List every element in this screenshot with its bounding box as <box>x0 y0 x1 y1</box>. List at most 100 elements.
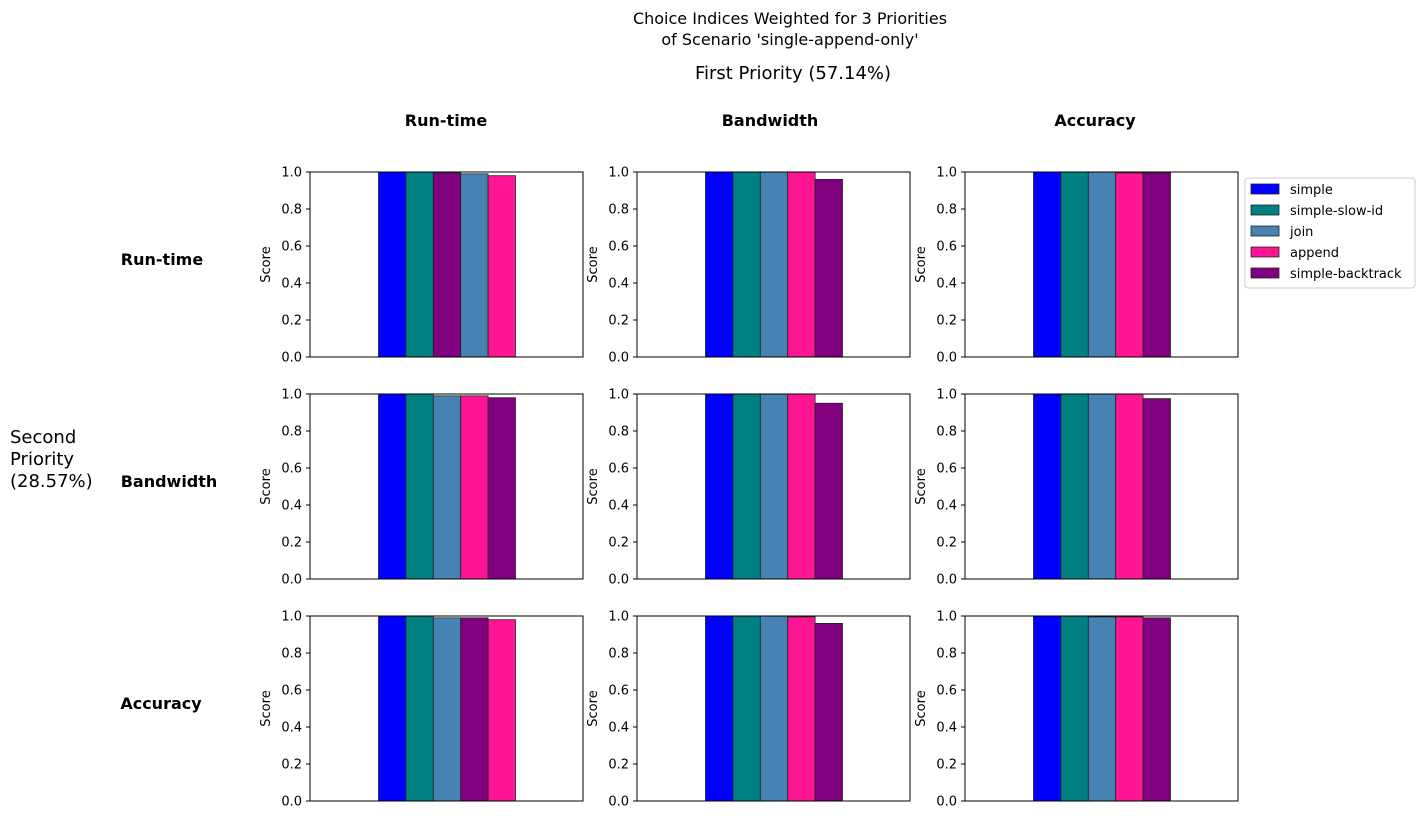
y-tick-label: 0.8 <box>608 647 629 662</box>
legend-item-append: append <box>1250 246 1339 261</box>
bar-simple-slow-id <box>405 393 434 580</box>
y-tick-label: 0.2 <box>936 536 957 551</box>
y-tick-label: 0.6 <box>608 240 629 255</box>
bar-simple <box>378 171 407 358</box>
y-axis-label: Score <box>259 246 274 282</box>
bar-join <box>432 617 462 802</box>
y-tick-label: 1.0 <box>936 166 957 181</box>
y-tick-label: 0.6 <box>281 240 302 255</box>
figure-title-line2: of Scenario 'single-append-only' <box>661 30 918 49</box>
y-axis-label: Score <box>586 690 601 726</box>
subplot-run-time-bandwidth: 0.0 0.2 0.4 0.6 0.8 1.0 Score <box>586 166 911 366</box>
column-header-bandwidth: Bandwidth <box>722 111 819 130</box>
y-tick-label: 0.6 <box>608 684 629 699</box>
subplot-run-time-accuracy: 0.0 0.2 0.4 0.6 0.8 1.0 Score <box>914 166 1239 366</box>
y-tick-label: 0.0 <box>608 351 629 366</box>
row-header-accuracy: Accuracy <box>120 694 202 713</box>
bar-simple-backtrack <box>814 178 843 358</box>
bar-append <box>487 175 516 358</box>
legend-item-join: join <box>1250 225 1313 240</box>
y-tick-label: 0.2 <box>936 314 957 329</box>
y-tick-label: 0.8 <box>936 425 957 440</box>
y-tick-label: 1.0 <box>281 610 302 625</box>
y-axis-label: Score <box>586 246 601 282</box>
y-tick-label: 0.2 <box>608 758 629 773</box>
subplot-accuracy-run-time: 0.0 0.2 0.4 0.6 0.8 1.0 Score <box>259 610 584 810</box>
y-tick-label: 0.6 <box>936 684 957 699</box>
bar-append <box>487 619 516 802</box>
legend-swatch <box>1250 204 1280 216</box>
y-tick-label: 0.2 <box>608 536 629 551</box>
bar-simple <box>1033 393 1062 580</box>
bar-join <box>759 171 789 358</box>
y-tick-label: 0.4 <box>936 721 957 736</box>
y-tick-label: 1.0 <box>281 388 302 403</box>
y-tick-label: 0.8 <box>936 647 957 662</box>
y-tick-label: 0.0 <box>281 795 302 810</box>
legend-label: simple <box>1290 183 1333 198</box>
bar-append <box>1115 616 1144 802</box>
bar-simple <box>1033 171 1062 358</box>
y-tick-label: 0.4 <box>608 277 629 292</box>
bar-simple-backtrack <box>1142 398 1171 580</box>
y-tick-label: 0.2 <box>281 536 302 551</box>
bar-simple-backtrack <box>460 617 489 802</box>
legend-box <box>1244 177 1416 289</box>
legend-swatch <box>1250 225 1280 237</box>
bar-append <box>460 395 489 580</box>
axes-frame <box>964 615 1239 802</box>
y-tick-label: 0.2 <box>936 758 957 773</box>
first-priority-label: First Priority (57.14%) <box>695 63 891 84</box>
bar-simple-slow-id <box>732 171 761 358</box>
y-tick-label: 0.2 <box>608 314 629 329</box>
y-tick-label: 0.4 <box>281 499 302 514</box>
bar-simple-slow-id <box>1060 615 1089 802</box>
y-tick-label: 0.0 <box>281 351 302 366</box>
y-tick-label: 0.2 <box>281 314 302 329</box>
column-header-run-time: Run-time <box>405 111 488 130</box>
y-tick-label: 1.0 <box>608 610 629 625</box>
y-tick-label: 0.0 <box>936 573 957 588</box>
y-tick-label: 0.4 <box>281 721 302 736</box>
bar-simple <box>705 171 734 358</box>
y-tick-label: 0.4 <box>281 277 302 292</box>
y-axis-label: Score <box>914 468 929 504</box>
subplot-run-time-run-time: 0.0 0.2 0.4 0.6 0.8 1.0 Score <box>259 166 584 366</box>
y-tick-label: 0.4 <box>936 277 957 292</box>
y-tick-label: 0.6 <box>281 684 302 699</box>
axes-frame <box>309 615 584 802</box>
y-tick-label: 0.8 <box>608 203 629 218</box>
bar-append <box>1115 393 1144 580</box>
bar-simple-backtrack <box>1142 172 1171 358</box>
y-axis-label: Score <box>586 468 601 504</box>
y-tick-label: 0.6 <box>936 240 957 255</box>
bar-join <box>759 393 789 580</box>
y-axis-label: Score <box>914 690 929 726</box>
axes-frame <box>309 393 584 580</box>
subplot-grid: 0.0 0.2 0.4 0.6 0.8 1.0 Score 0.0 0.2 0.4 0.6 0.8 1.… <box>259 166 1239 810</box>
legend-label: simple-slow-id <box>1290 204 1383 219</box>
y-tick-label: 0.8 <box>936 203 957 218</box>
bar-append <box>787 616 816 802</box>
y-tick-label: 0.8 <box>281 203 302 218</box>
second-priority-line2: Priority <box>10 449 74 470</box>
y-tick-label: 0.8 <box>281 425 302 440</box>
bar-simple-backtrack <box>432 172 462 358</box>
legend-swatch <box>1250 246 1280 258</box>
axes-frame <box>964 393 1239 580</box>
bar-simple-slow-id <box>732 615 761 802</box>
second-priority-line1: Second <box>10 427 76 448</box>
subplot-accuracy-bandwidth: 0.0 0.2 0.4 0.6 0.8 1.0 Score <box>586 610 911 810</box>
y-tick-label: 1.0 <box>608 388 629 403</box>
y-tick-label: 0.8 <box>281 647 302 662</box>
row-header-bandwidth: Bandwidth <box>121 472 218 491</box>
bar-join <box>432 395 462 580</box>
bar-simple-backtrack <box>1142 617 1171 802</box>
bar-simple-slow-id <box>732 393 761 580</box>
legend: simple simple-slow-id join append simple-bac… <box>1244 177 1416 289</box>
legend-label: append <box>1290 246 1339 261</box>
y-tick-label: 0.8 <box>608 425 629 440</box>
column-header-accuracy: Accuracy <box>1054 111 1136 130</box>
y-tick-label: 1.0 <box>936 388 957 403</box>
